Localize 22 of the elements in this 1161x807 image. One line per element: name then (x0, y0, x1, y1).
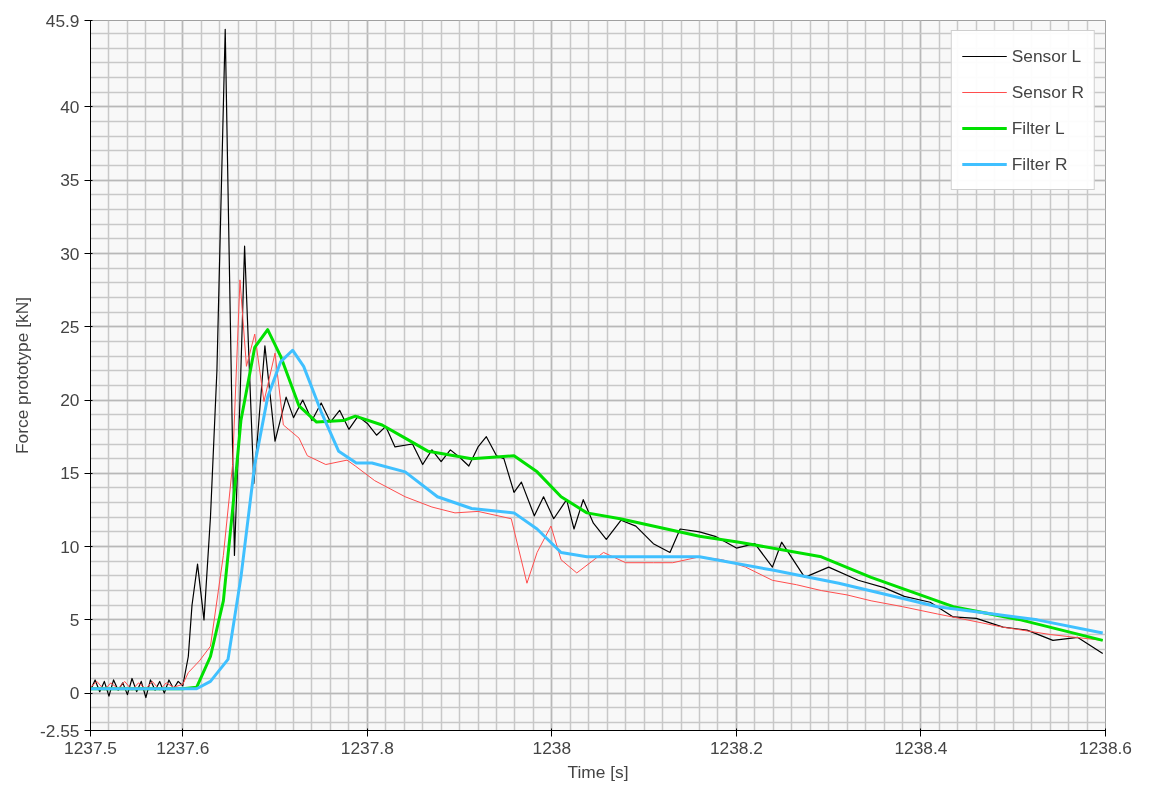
x-tick-label: 1238.2 (709, 737, 763, 758)
y-axis-title: Force prototype [kN] (12, 297, 32, 454)
y-tick-label: 25 (60, 316, 80, 337)
y-tick-label: 5 (69, 609, 80, 630)
x-tick-label: 1237.8 (340, 737, 394, 758)
legend-label: Filter R (1011, 153, 1068, 175)
legend-label: Sensor R (1011, 81, 1084, 103)
legend-label: Filter L (1011, 117, 1065, 139)
y-tick-label: 30 (60, 243, 80, 264)
y-tick-label: 20 (60, 390, 80, 411)
x-tick-label: 1238.4 (894, 737, 948, 758)
x-tick-label: 1238 (532, 737, 572, 758)
y-tick-label: 15 (60, 463, 80, 484)
x-tick-label: 1238.6 (1079, 737, 1132, 758)
x-axis-title: Time [s] (567, 761, 629, 782)
y-tick-label: 40 (60, 96, 80, 117)
legend-label: Sensor L (1011, 45, 1082, 67)
y-tick-label: 45.9 (45, 10, 80, 31)
x-tick-label: 1237.6 (156, 737, 210, 758)
y-tick-label: 0 (69, 683, 80, 704)
y-tick-label: 35 (60, 170, 80, 191)
y-tick-label: 10 (60, 536, 80, 557)
